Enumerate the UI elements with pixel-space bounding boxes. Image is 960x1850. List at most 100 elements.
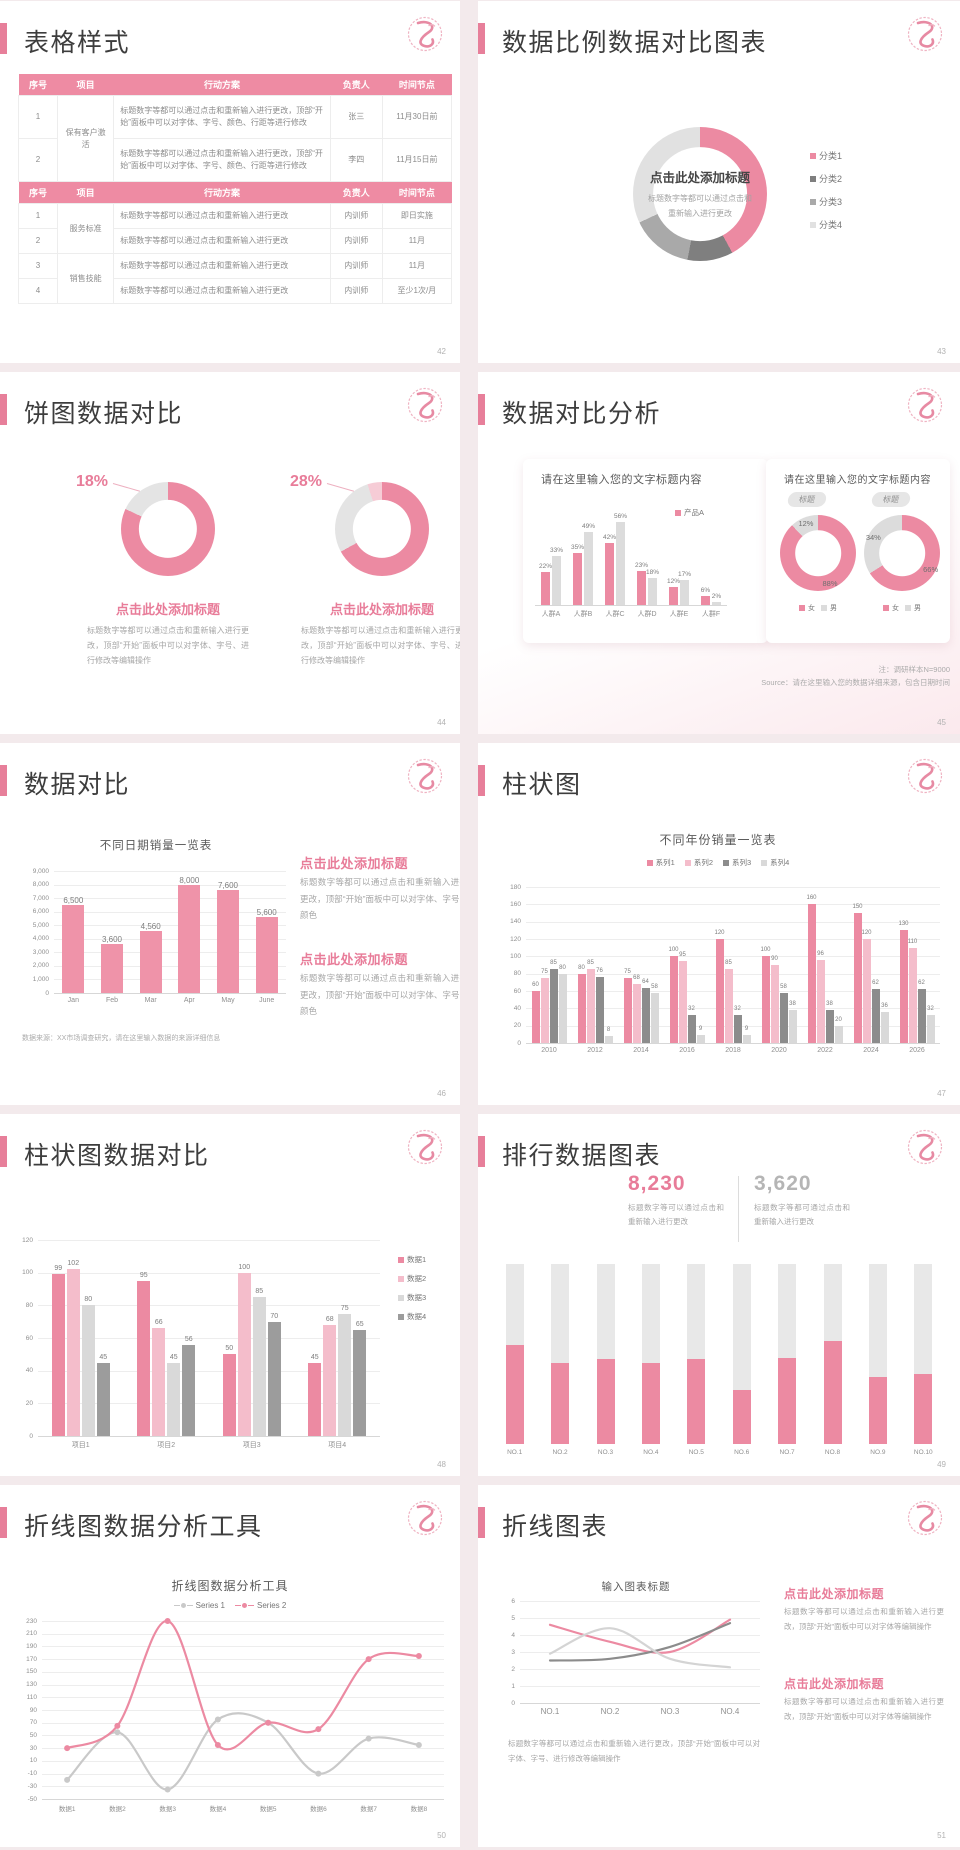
- table-cell: 2: [18, 228, 58, 254]
- table-row: 1 保有客户激活 标题数字等都可以通过点击和重新输入进行更改，顶部“开始”面板中可以…: [18, 95, 453, 182]
- stat-value: 8,230: [628, 1172, 686, 1195]
- text-block-body: 标题数字等都可以通过点击和重新输入进行更改，顶部“开始”面板中可以对字体、字号、…: [300, 973, 460, 1017]
- page-title: 饼图数据对比: [24, 400, 184, 428]
- table-cell: 李四: [329, 138, 383, 182]
- table-cell: 1: [18, 95, 58, 139]
- table-cell: 11月: [381, 228, 453, 254]
- legend-item: 女: [883, 603, 899, 613]
- legend-item: 数据3: [398, 1292, 426, 1303]
- table-header-cell: 时间节点: [382, 182, 452, 204]
- table-cell: 内训师: [329, 253, 383, 279]
- table-header-cell: 负责人: [330, 74, 383, 96]
- stat-divider: [738, 1176, 739, 1242]
- slide-45-thumbnail[interactable]: 数据对比分析 请在这里输入您的文字标题内容 人群A 22% 33% 人群B 35% 49%…: [478, 372, 960, 734]
- table-header-cell: 负责人: [330, 182, 383, 204]
- brand-logo-icon: [405, 14, 445, 54]
- brand-logo-icon: [405, 1498, 445, 1538]
- stat-description: 标题数字等可以通过点击和重新输入进行更改: [628, 1203, 724, 1226]
- table-cell: 2: [18, 138, 58, 182]
- bar-chart: 120 100 80 60 40 20 0 项目1 99 102 80 45 项目2 95 66 45 56 项目…: [12, 1230, 384, 1452]
- donut-chart: [121, 482, 215, 576]
- brand-logo-icon: [905, 1127, 945, 1167]
- page-number: 45: [937, 718, 946, 727]
- tag-pill: 标题: [786, 492, 828, 507]
- legend-item: 分类4: [810, 218, 842, 231]
- chart-title: 不同日期销量一览表: [99, 840, 213, 852]
- bar-chart: 9,000 8,000 7,000 6,000 5,000 4,000 3,000 2,000…: [20, 861, 292, 1023]
- donut-caption: 点击此处添加标题: [115, 602, 220, 617]
- bottom-note: 标题数字等都可以通过点击和重新输入进行更改，顶部“开始”面板中可以对字体、字号、…: [508, 1739, 760, 1763]
- page-number: 46: [437, 1089, 446, 1098]
- line-legend: Series 1 Series 2: [30, 1601, 430, 1610]
- title-accent-bar: [478, 394, 485, 425]
- slide-50-thumbnail[interactable]: 折线图数据分析工具 折线图数据分析工具 Series 1 Series 2 230…: [0, 1485, 460, 1847]
- table-header-cell: 时间节点: [382, 74, 452, 96]
- table-cell: 4: [18, 278, 58, 304]
- donut-caption: 点击此处添加标题: [329, 602, 434, 617]
- slide-49-thumbnail[interactable]: 排行数据图表 8,230 标题数字等可以通过点击和重新输入进行更改 3,620 …: [478, 1114, 960, 1476]
- legend-item: 女: [799, 603, 815, 613]
- chart-card: 请在这里输入您的文字标题内容 标题 标题 88% 12% 66% 34% 女男 女男: [766, 459, 950, 643]
- donut-chart: 88% 12%: [780, 515, 856, 591]
- donut-chart: [335, 482, 429, 576]
- table-cell: 11月30日前: [381, 95, 453, 139]
- chart-title: 不同年份销量一览表: [659, 833, 777, 847]
- page-number: 47: [937, 1089, 946, 1098]
- title-accent-bar: [0, 394, 7, 425]
- chart-title: 输入图表标题: [601, 1581, 671, 1593]
- table-header-cell: 行动方案: [113, 182, 331, 204]
- stat-block: 8,230 标题数字等可以通过点击和重新输入进行更改: [628, 1172, 724, 1228]
- text-block-body: 标题数字等都可以通过点击和重新输入进行更改，顶部“开始”面板中可以对字体等编辑操…: [784, 1607, 944, 1631]
- donut-description: 标题数字等都可以通过点击和重新输入进行更改，顶部“开始”面板中可以对字体、字号、…: [301, 626, 460, 666]
- text-block-body: 标题数字等都可以通过点击和重新输入进行更改，顶部“开始”面板中可以对字体等编辑操…: [784, 1697, 944, 1721]
- slide-43-thumbnail[interactable]: 数据比例数据对比图表 点击此处添加标题 标题数字等都可以通过点击和重新输入进行更…: [478, 1, 960, 363]
- stat-description: 标题数字等都可通过点击和重新输入进行更改: [754, 1203, 850, 1226]
- page-number: 43: [937, 347, 946, 356]
- table-row: 2 标题数字等都可以通过点击和重新输入进行更改，顶部“开始”面板中可以对字体、字号…: [18, 138, 453, 182]
- table-cell: 标题数字等都可以通过点击和重新输入进行更改: [113, 278, 331, 304]
- stacked-bar-chart: NO.1 NO.2 NO.3 NO.4 NO.5 NO.6 NO.7 NO.8 NO.9 NO.1…: [488, 1260, 950, 1458]
- table-header-cell: 项目: [57, 182, 114, 204]
- brand-logo-icon: [405, 385, 445, 425]
- slide-42-thumbnail[interactable]: 表格样式 序号 项目 行动方案 负责人 时间节点 1 保有客户激活 标题数字等都可以通过点击和…: [0, 1, 460, 363]
- slide-48-thumbnail[interactable]: 柱状图数据对比 120 100 80 60 40 20 0 项目1 99 102 80 45 项目2 95…: [0, 1114, 460, 1476]
- title-accent-bar: [478, 1136, 485, 1167]
- page-number: 50: [437, 1831, 446, 1840]
- table-header-cell: 行动方案: [113, 74, 331, 96]
- table-header-cell: 序号: [18, 182, 58, 204]
- table-cell: 1: [18, 203, 58, 229]
- bar-chart: 180 160 140 120 100 80 60 40 20 0 2010 60 75 85 80 2012…: [496, 875, 946, 1057]
- page-number: 42: [437, 347, 446, 356]
- slide-44-thumbnail[interactable]: 饼图数据对比 18% 点击此处添加标题 标题数字等都可以通过点击和重新输入进行更…: [0, 372, 460, 734]
- stat-block: 3,620 标题数字等都可通过点击和重新输入进行更改: [754, 1172, 850, 1228]
- title-accent-bar: [0, 1507, 7, 1538]
- legend-item: Series 2: [235, 1601, 286, 1610]
- action-plan-table-2: 序号 项目 行动方案 负责人 时间节点 1 服务标准 标题数字等都可以通过点击和重新输入进行更…: [18, 182, 453, 304]
- page-title: 数据对比分析: [502, 400, 662, 428]
- page-title: 折线图数据分析工具: [24, 1513, 263, 1541]
- legend-item: 分类3: [810, 195, 842, 208]
- bar-chart: 人群A 22% 33% 人群B 35% 49% 人群C 42% 56% 人群D 23% 18% 人群E 1…: [531, 499, 731, 618]
- table-header-cell: 序号: [18, 74, 58, 96]
- slide-51-thumbnail[interactable]: 折线图表 输入图表标题 6 5 4 3 2 1 0 NO.1 NO.2 NO.3 NO.4 点击此处…: [478, 1485, 960, 1847]
- text-block-heading: 点击此处添加标题: [784, 1587, 885, 1601]
- page-title: 数据比例数据对比图表: [502, 29, 768, 57]
- title-accent-bar: [478, 765, 485, 796]
- text-block-heading: 点击此处添加标题: [784, 1677, 885, 1691]
- text-block-body: 标题数字等都可以通过点击和重新输入进行更改，顶部“开始”面板中可以对字体、字号、…: [300, 877, 460, 921]
- slide-47-thumbnail[interactable]: 柱状图 不同年份销量一览表 系列1 系列2 系列3 系列4 180 160 140 120 1…: [478, 743, 960, 1105]
- brand-logo-icon: [905, 385, 945, 425]
- card-title: 请在这里输入您的文字标题内容: [784, 475, 931, 486]
- page-number: 49: [937, 1460, 946, 1469]
- brand-logo-icon: [405, 1127, 445, 1167]
- legend-item: 系列1: [646, 857, 675, 868]
- table-cell: 内训师: [329, 228, 383, 254]
- page-title: 排行数据图表: [502, 1142, 662, 1170]
- slide-46-thumbnail[interactable]: 数据对比 不同日期销量一览表 9,000 8,000 7,000 6,000 5,000…: [0, 743, 460, 1105]
- table-cell: 保有客户激活: [56, 95, 115, 182]
- chart-title: 折线图数据分析工具: [171, 1579, 289, 1593]
- legend-item: 分类1: [810, 149, 842, 162]
- table-cell: 张三: [329, 95, 383, 139]
- title-accent-bar: [478, 23, 485, 54]
